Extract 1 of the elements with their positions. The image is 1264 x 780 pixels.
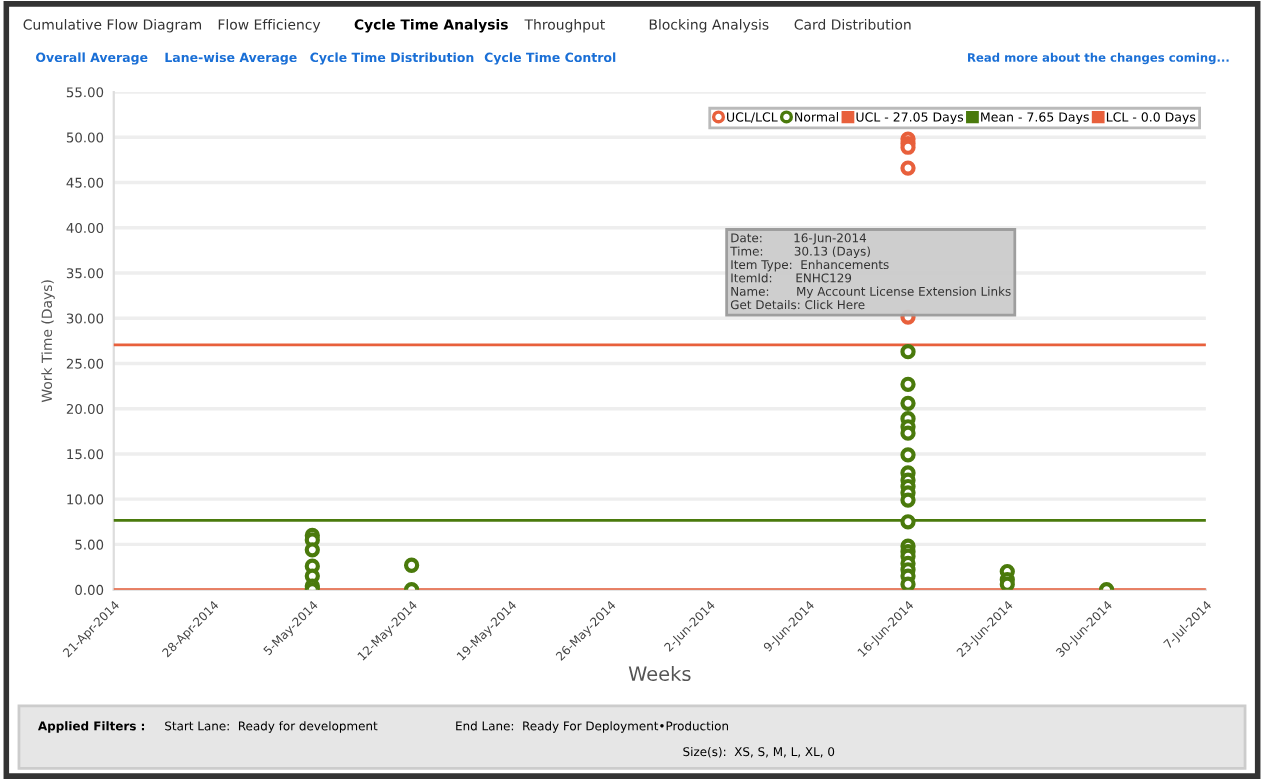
x-axis-title: Weeks: [628, 666, 691, 682]
